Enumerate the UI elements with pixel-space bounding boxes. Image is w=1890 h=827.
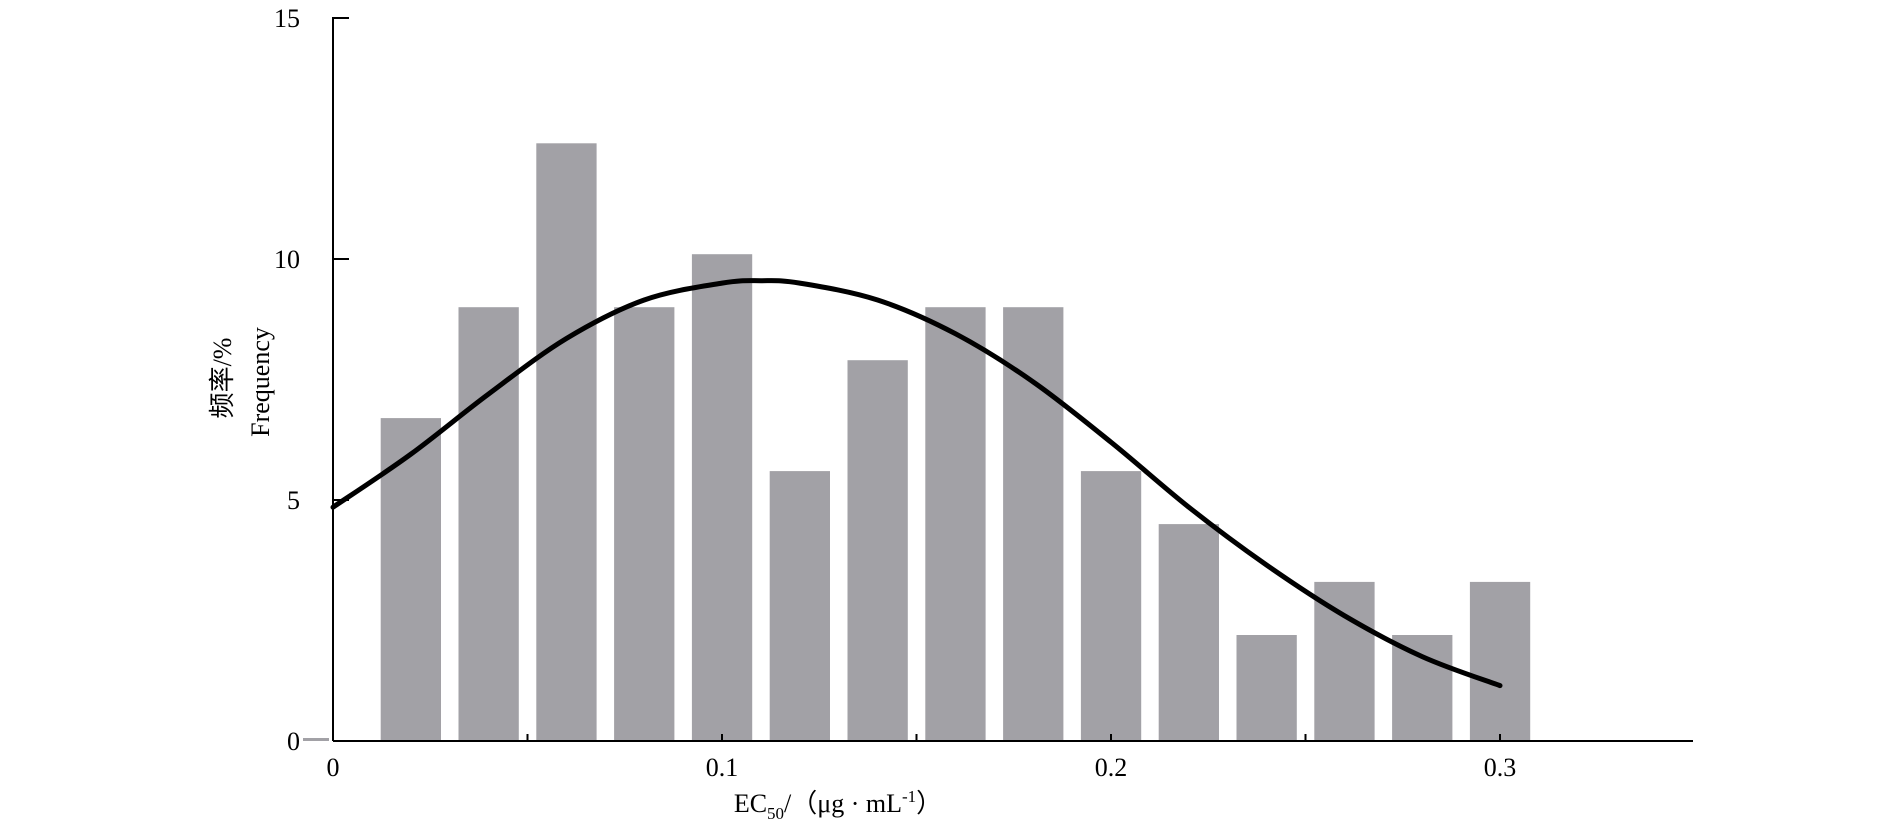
x-axis-title: EC50/（μg · mL-1） xyxy=(734,787,942,823)
x-ticks-group: 0 0.1 0.2 0.3 xyxy=(327,734,1517,782)
y-axis-title-en: Frequency xyxy=(246,327,275,437)
x-tick-label: 0.3 xyxy=(1484,753,1517,782)
histogram-bar xyxy=(1003,307,1064,741)
x-tick-label: 0 xyxy=(327,753,340,782)
bars-group xyxy=(303,143,1531,742)
histogram-bar xyxy=(691,254,753,741)
histogram-bar xyxy=(614,307,675,741)
histogram-bar xyxy=(380,418,441,741)
axes-group xyxy=(332,17,1693,742)
x-tick-label: 0.2 xyxy=(1095,753,1128,782)
histogram-bar xyxy=(1236,635,1297,741)
y-tick-label: 0 xyxy=(287,727,300,756)
histogram-bar xyxy=(1392,635,1453,741)
histogram-bar xyxy=(1158,524,1219,741)
y-tick-label: 5 xyxy=(287,486,300,515)
y-axis-title-zh: 频率/% xyxy=(208,338,237,419)
histogram-bar xyxy=(847,360,908,741)
y-ticks-group: 0 5 10 15 xyxy=(274,4,349,756)
histogram-bar xyxy=(1469,581,1531,741)
histogram-bar xyxy=(458,307,519,741)
normal-fit-curve xyxy=(330,278,1503,689)
histogram-bar xyxy=(925,307,986,741)
y-tick-label: 15 xyxy=(274,4,300,33)
histogram-bar xyxy=(536,143,597,742)
y-tick-label: 10 xyxy=(274,245,300,274)
histogram-bar xyxy=(769,471,830,741)
x-tick-label: 0.1 xyxy=(706,753,739,782)
histogram-bar xyxy=(1080,471,1142,741)
histogram-bar xyxy=(303,738,329,741)
histogram-bar xyxy=(1314,581,1375,741)
